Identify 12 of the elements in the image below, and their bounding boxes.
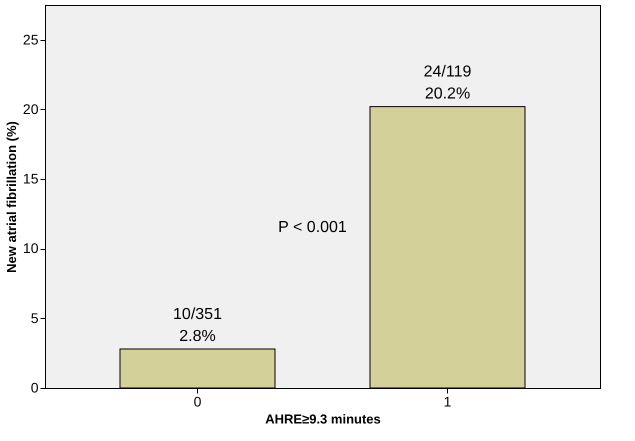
y-axis-title: New atrial fibrillation (%) (4, 121, 19, 273)
y-tick-label: 10 (22, 240, 39, 256)
y-tick-label: 20 (22, 100, 39, 117)
y-tick-label: 0 (30, 380, 39, 396)
data-label: 24/119 20.2% (424, 64, 472, 103)
x-axis-title: AHRE≥9.3 minutes (265, 412, 381, 426)
annotation: P < 0.001 (278, 219, 347, 236)
y-tick-label: 5 (30, 310, 39, 326)
y-tick-label: 15 (22, 170, 39, 187)
data-label: 10/351 2.8% (173, 306, 222, 346)
x-tick-label: 1 (444, 394, 452, 410)
y-tick-label: 25 (22, 31, 39, 48)
